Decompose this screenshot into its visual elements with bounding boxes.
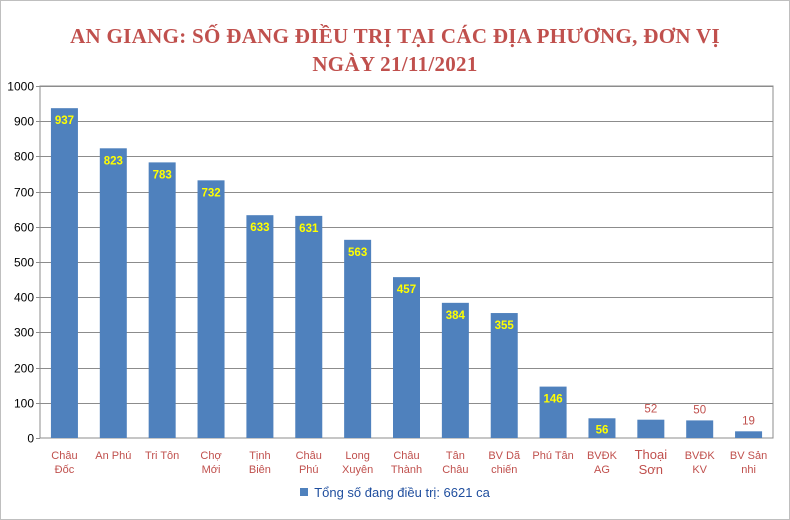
bar bbox=[588, 418, 616, 438]
chart-title-line-1: AN GIANG: SỐ ĐANG ĐIỀU TRỊ TẠI CÁC ĐỊA P… bbox=[70, 24, 720, 48]
chart-title: AN GIANG: SỐ ĐANG ĐIỀU TRỊ TẠI CÁC ĐỊA P… bbox=[0, 22, 790, 78]
category-label: KV bbox=[692, 464, 707, 476]
data-label: 146 bbox=[544, 394, 563, 406]
bar bbox=[393, 277, 420, 438]
category-label: chiến bbox=[491, 464, 517, 476]
category-label: Chợ bbox=[200, 450, 221, 462]
category-label: Thành bbox=[391, 464, 422, 476]
category-label: BV Sản bbox=[730, 450, 767, 462]
category-label: An Phú bbox=[95, 450, 131, 462]
category-label: Đốc bbox=[55, 464, 75, 476]
category-label: BVĐK bbox=[587, 450, 618, 462]
category-label: Tri Tôn bbox=[145, 450, 179, 462]
data-labels: 937 823 783 732 633 631 563 457 384 355 146 56 52 50 1… bbox=[55, 115, 755, 436]
bar bbox=[148, 162, 176, 438]
category-label: Châu bbox=[393, 450, 419, 462]
category-label: Tịnh bbox=[249, 450, 270, 462]
bar bbox=[735, 431, 763, 438]
category-label: Phú Tân bbox=[532, 450, 573, 462]
category-label: Thoại bbox=[635, 447, 668, 462]
data-label: 52 bbox=[644, 404, 657, 416]
data-label: 384 bbox=[446, 310, 466, 322]
y-tick-label: 800 bbox=[14, 150, 34, 164]
legend: Tổng số đang điều trị: 6621 ca bbox=[0, 485, 790, 500]
y-axis: 0 100 200 300 400 500 600 700 800 900 1000 bbox=[7, 80, 40, 446]
bar bbox=[246, 215, 274, 438]
data-label: 355 bbox=[495, 320, 515, 332]
x-axis: Châu Đốc An Phú Tri Tôn Chợ Mới Tịnh Biên Châu Ph… bbox=[51, 447, 767, 477]
chart-title-line-2: NGÀY 21/11/2021 bbox=[312, 52, 478, 76]
y-tick-label: 1000 bbox=[7, 80, 34, 94]
y-tick-label: 0 bbox=[27, 432, 34, 446]
legend-label: Tổng số đang điều trị: 6621 ca bbox=[314, 485, 490, 500]
y-tick-label: 500 bbox=[14, 256, 34, 270]
y-tick-label: 900 bbox=[14, 115, 34, 129]
category-label: Mới bbox=[202, 464, 221, 476]
data-label: 823 bbox=[104, 155, 123, 167]
data-label: 631 bbox=[299, 223, 319, 235]
bar bbox=[344, 239, 372, 438]
data-label: 937 bbox=[55, 115, 74, 127]
bars bbox=[50, 108, 763, 439]
bar bbox=[50, 108, 78, 439]
bar bbox=[441, 302, 469, 438]
data-label: 563 bbox=[348, 247, 367, 259]
y-tick-label: 200 bbox=[14, 362, 34, 376]
y-tick-label: 400 bbox=[14, 291, 34, 305]
y-tick-label: 300 bbox=[14, 326, 34, 340]
category-label: Biên bbox=[249, 464, 271, 476]
y-tick-label: 100 bbox=[14, 397, 34, 411]
bar bbox=[539, 386, 567, 438]
data-label: 56 bbox=[596, 424, 609, 436]
category-label: nhi bbox=[741, 464, 756, 476]
category-label: Châu bbox=[51, 450, 77, 462]
legend-swatch bbox=[300, 488, 309, 496]
category-label: BVĐK bbox=[685, 450, 716, 462]
y-tick-label: 600 bbox=[14, 221, 34, 235]
bar bbox=[295, 215, 323, 438]
category-label: Long bbox=[345, 450, 369, 462]
data-label: 457 bbox=[397, 284, 416, 296]
y-tick-label: 700 bbox=[14, 186, 34, 200]
data-label: 19 bbox=[742, 415, 755, 427]
category-label: Xuyên bbox=[342, 464, 373, 476]
category-label: Tân bbox=[446, 450, 465, 462]
bar bbox=[686, 420, 714, 438]
data-label: 732 bbox=[201, 187, 220, 199]
category-label: Phú bbox=[299, 464, 319, 476]
bar bbox=[99, 148, 127, 438]
data-label: 50 bbox=[693, 404, 706, 416]
category-label: Châu bbox=[442, 464, 468, 476]
bar bbox=[490, 313, 518, 438]
category-label: BV Dã bbox=[488, 450, 521, 462]
bar bbox=[637, 419, 665, 438]
category-label: Châu bbox=[296, 450, 322, 462]
bar bbox=[197, 180, 225, 438]
category-label: Sơn bbox=[639, 462, 663, 477]
data-label: 783 bbox=[153, 169, 172, 181]
category-label: AG bbox=[594, 464, 610, 476]
data-label: 633 bbox=[250, 222, 269, 234]
